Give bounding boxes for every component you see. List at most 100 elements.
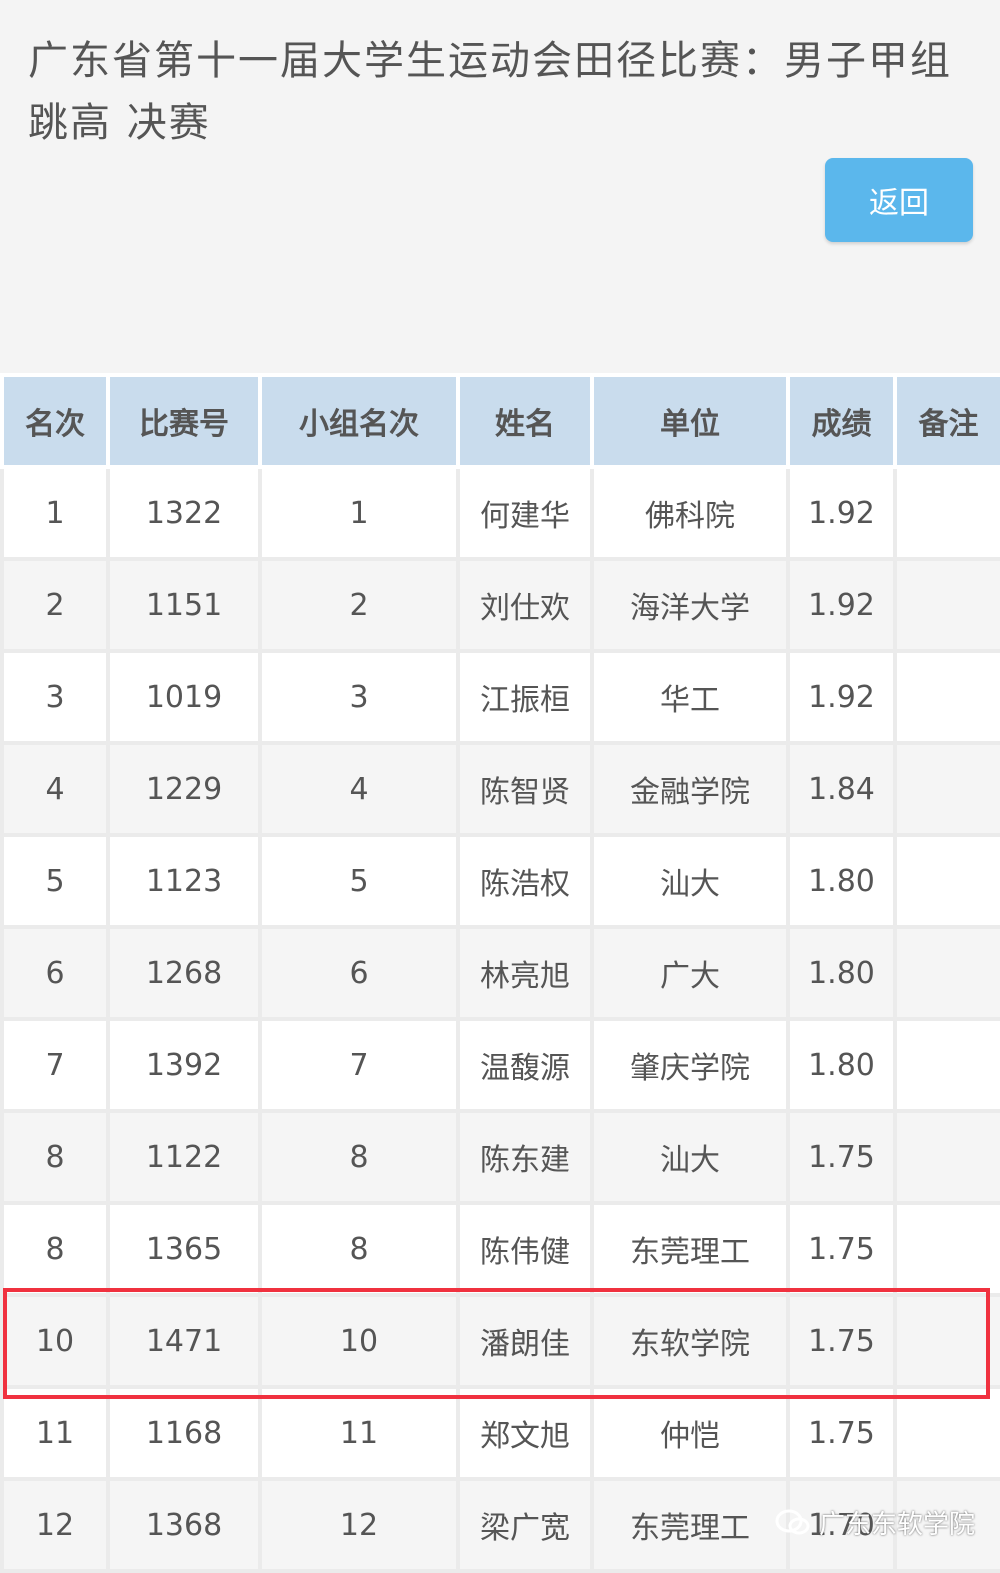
table-cell: 林亮旭 — [456, 925, 594, 1021]
table-cell: 8 — [0, 1109, 110, 1205]
table-row: 8 1122 8 陈东建 汕大 1.75 — [0, 1109, 1000, 1205]
table-cell: 1151 — [106, 557, 262, 653]
wechat-icon — [775, 1509, 810, 1534]
table-cell: 梁广宽 — [456, 1477, 594, 1573]
table-row: 3 1019 3 江振桓 华工 1.92 — [0, 649, 1000, 745]
table-row: 5 1123 5 陈浩权 汕大 1.80 — [0, 833, 1000, 929]
column-header: 姓名 — [456, 373, 594, 469]
table-cell: 1.92 — [786, 557, 897, 653]
column-header: 比赛号 — [106, 373, 262, 469]
table-cell: 华工 — [590, 649, 790, 745]
table-cell: 1.70 — [786, 1477, 897, 1573]
table-cell: 1471 — [106, 1293, 262, 1389]
table-row: 6 1268 6 林亮旭 广大 1.80 — [0, 925, 1000, 1021]
table-row: 11 1168 11 郑文旭 仲恺 1.75 — [0, 1385, 1000, 1481]
table-row: 2 1151 2 刘仕欢 海洋大学 1.92 — [0, 557, 1000, 653]
table-cell: 8 — [258, 1109, 460, 1205]
table-cell: 金融学院 — [590, 741, 790, 837]
table-cell: 1268 — [106, 925, 262, 1021]
table-cell: 1.80 — [786, 925, 897, 1021]
table-cell — [893, 465, 1000, 561]
table-cell: 1.84 — [786, 741, 897, 837]
column-header: 小组名次 — [258, 373, 460, 469]
table-cell: 东软学院 — [590, 1293, 790, 1389]
table-cell: 12 — [0, 1477, 110, 1573]
table-cell: 6 — [0, 925, 110, 1021]
watermark-text: 广东东软学院 — [819, 1510, 976, 1540]
table-cell: 6 — [258, 925, 460, 1021]
table-cell: 7 — [258, 1017, 460, 1113]
table-cell: 1368 — [106, 1477, 262, 1573]
table-cell: 海洋大学 — [590, 557, 790, 653]
table-cell: 1122 — [106, 1109, 262, 1205]
table-cell: 1.75 — [786, 1385, 897, 1481]
table-cell: 11 — [0, 1385, 110, 1481]
table-cell: 江振桓 — [456, 649, 594, 745]
table-cell: 陈智贤 — [456, 741, 594, 837]
table-cell: 3 — [258, 649, 460, 745]
table-cell: 陈东建 — [456, 1109, 594, 1205]
table-cell: 刘仕欢 — [456, 557, 594, 653]
table-cell: 8 — [258, 1201, 460, 1297]
table-cell: 何建华 — [456, 465, 594, 561]
table-cell: 1 — [0, 465, 110, 561]
table-row: 4 1229 4 陈智贤 金融学院 1.84 — [0, 741, 1000, 837]
table-row: 8 1365 8 陈伟健 东莞理工 1.75 — [0, 1201, 1000, 1297]
table-cell — [893, 925, 1000, 1021]
table-cell: 郑文旭 — [456, 1385, 594, 1481]
table-cell: 陈伟健 — [456, 1201, 594, 1297]
table-cell: 10 — [0, 1293, 110, 1389]
table-cell: 1392 — [106, 1017, 262, 1113]
results-table: 名次 比赛号 小组名次 姓名 单位 成绩 备注 1 1322 1 何建华 佛科院 1.92 2 1151 2… — [0, 373, 1000, 1573]
header-row: 名次 比赛号 小组名次 姓名 单位 成绩 备注 — [0, 373, 1000, 469]
table-cell: 1.75 — [786, 1201, 897, 1297]
table-row: 12 1368 12 梁广宽 东莞理工 1.70 — [0, 1477, 1000, 1573]
table-cell: 陈浩权 — [456, 833, 594, 929]
table-cell: 仲恺 — [590, 1385, 790, 1481]
column-header: 成绩 — [786, 373, 897, 469]
table-cell — [893, 1201, 1000, 1297]
table-cell — [893, 1477, 1000, 1573]
table-cell: 7 — [0, 1017, 110, 1113]
table-cell: 1.92 — [786, 649, 897, 745]
table-cell: 1019 — [106, 649, 262, 745]
table-cell: 5 — [258, 833, 460, 929]
table-cell: 1229 — [106, 741, 262, 837]
page-title: 广东省第十一届大学生运动会田径比赛：男子甲组跳高 决赛 — [28, 38, 952, 146]
table-cell: 1.80 — [786, 1017, 897, 1113]
table-cell — [893, 1293, 1000, 1389]
table-cell: 1322 — [106, 465, 262, 561]
table-cell: 1.75 — [786, 1293, 897, 1389]
table-cell: 广大 — [590, 925, 790, 1021]
table-cell: 2 — [0, 557, 110, 653]
table-row: 10 1471 10 潘朗佳 东软学院 1.75 — [0, 1293, 1000, 1389]
table-cell: 1.92 — [786, 465, 897, 561]
table-cell: 3 — [0, 649, 110, 745]
column-header: 单位 — [590, 373, 790, 469]
table-cell: 1123 — [106, 833, 262, 929]
table-cell: 1 — [258, 465, 460, 561]
table-cell: 东莞理工 — [590, 1477, 790, 1573]
table-cell: 1.75 — [786, 1109, 897, 1205]
column-header: 名次 — [0, 373, 110, 469]
watermark: 广东东软学院 — [775, 1504, 975, 1541]
table-cell: 12 — [258, 1477, 460, 1573]
table-cell: 佛科院 — [590, 465, 790, 561]
table-cell: 10 — [258, 1293, 460, 1389]
table-row: 7 1392 7 温馥源 肇庆学院 1.80 — [0, 1017, 1000, 1113]
table-cell: 1365 — [106, 1201, 262, 1297]
table-cell: 温馥源 — [456, 1017, 594, 1113]
table-cell: 东莞理工 — [590, 1201, 790, 1297]
back-button[interactable]: 返回 — [825, 158, 973, 242]
table-cell: 8 — [0, 1201, 110, 1297]
table-cell: 4 — [0, 741, 110, 837]
table-cell: 1168 — [106, 1385, 262, 1481]
table-cell — [893, 1385, 1000, 1481]
table-cell — [893, 833, 1000, 929]
column-header: 备注 — [893, 373, 1000, 469]
table-cell — [893, 1017, 1000, 1113]
table-cell: 11 — [258, 1385, 460, 1481]
table-cell: 潘朗佳 — [456, 1293, 594, 1389]
table-cell — [893, 741, 1000, 837]
